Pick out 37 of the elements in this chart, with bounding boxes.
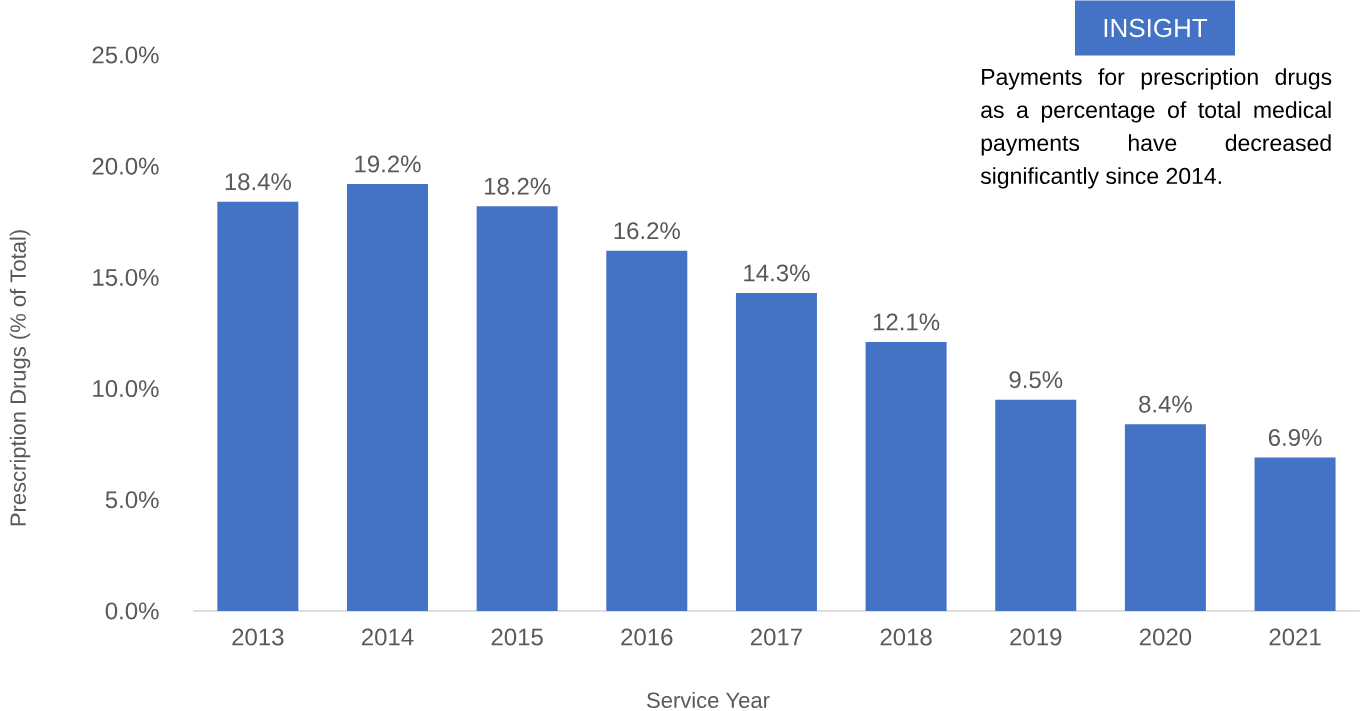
data-label: 14.3% [744,264,810,282]
y-tick-label: 15.0% [93,268,159,286]
y-tick-label: 25.0% [92,46,159,64]
data-label: 9.5% [1009,371,1063,388]
y-tick-label: 5.0% [105,491,159,509]
x-axis-title: Service Year [647,691,770,708]
y-tick-label: 10.0% [93,379,159,397]
data-label: 18.2% [484,177,551,195]
text: INSIGHT [1104,18,1208,37]
bar [865,341,947,611]
x-tick-label: 2016 [621,628,673,646]
bar [1254,457,1336,611]
data-label: 16.2% [614,221,680,239]
x-tick-label: 2018 [880,628,932,646]
bar [1124,423,1206,611]
x-tick-label: 2017 [750,628,802,646]
x-tick-label: 2020 [1139,628,1192,646]
data-label: 19.2% [355,155,421,173]
y-tick-label: 0.0% [105,602,159,620]
data-label: 18.4% [225,173,291,191]
x-tick-label: 2014 [362,628,414,646]
data-label: 6.9% [1268,428,1322,446]
data-label: 8.4% [1139,395,1192,413]
bar [346,183,428,611]
data-label: 12.1% [873,313,940,331]
x-tick-label: 2013 [232,628,284,646]
y-tick-label: 20.0% [92,157,159,175]
bar [476,206,558,611]
x-tick-label: 2019 [1010,628,1062,646]
bar [606,250,688,611]
x-tick-label: 2021 [1269,628,1321,646]
bar [995,399,1077,611]
y-axis-title: Prescription Drugs (% of Total) [9,230,31,526]
annotation: Payments for prescription drugs as a percentage of total medical payments have decreased significantly since 2014. [980,67,1332,189]
bar [735,292,817,611]
bar [217,201,299,611]
x-tick-label: 2015 [491,628,543,646]
